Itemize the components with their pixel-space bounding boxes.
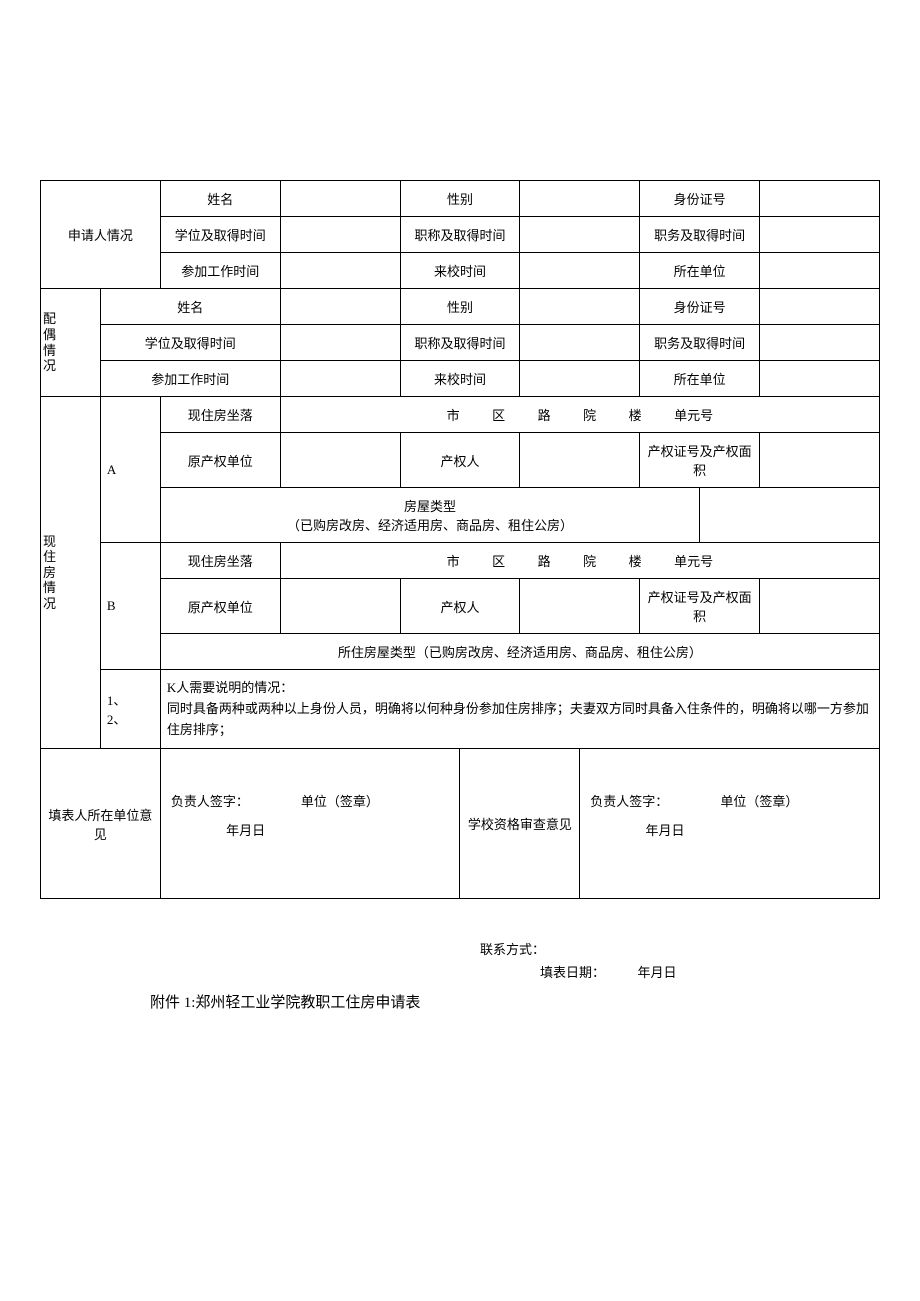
housing-a-location-value[interactable]: 市 区 路 院 楼 单元号 <box>280 397 879 433</box>
housing-note-body: 同时具备两种或两种以上身份人员，明确将以何种身份参加住房排序；夫妻双方同时具备入… <box>167 699 873 741</box>
spouse-section-header: 配偶情况 <box>41 289 101 397</box>
school-review-label: 学校资格审查意见 <box>460 749 580 899</box>
spouse-workstart-label: 参加工作时间 <box>100 361 280 397</box>
spouse-name-label: 姓名 <box>100 289 280 325</box>
housing-a-owner-label: 产权人 <box>400 433 520 488</box>
applicant-comeschool-label: 来校时间 <box>400 253 520 289</box>
applicant-workstart-value[interactable] <box>280 253 400 289</box>
spouse-id-value[interactable] <box>760 289 880 325</box>
form-table: 申请人情况 姓名 性别 身份证号 学位及取得时间 职称及取得时间 职务及取得时间… <box>40 180 880 899</box>
applicant-name-value[interactable] <box>280 181 400 217</box>
form-title: 附件 1:郑州轻工业学院教职工住房申请表 <box>150 991 880 1012</box>
spouse-degree-label: 学位及取得时间 <box>100 325 280 361</box>
spouse-job-label: 职务及取得时间 <box>640 325 760 361</box>
applicant-gender-label: 性别 <box>400 181 520 217</box>
spouse-unit-value[interactable] <box>760 361 880 397</box>
fill-date-line: 填表日期： 年月日 <box>540 962 880 981</box>
housing-a-owner-value[interactable] <box>520 433 640 488</box>
housing-b-origunit-value[interactable] <box>280 579 400 634</box>
applicant-unit-label: 所在单位 <box>640 253 760 289</box>
housing-b-cert-label: 产权证号及产权面积 <box>640 579 760 634</box>
school-date-label: 年月日 <box>646 823 685 838</box>
applicant-id-value[interactable] <box>760 181 880 217</box>
applicant-comeschool-value[interactable] <box>520 253 640 289</box>
spouse-gender-value[interactable] <box>520 289 640 325</box>
housing-a-type-line2: （已购房改房、经济适用房、商品房、租住公房） <box>165 515 695 534</box>
housing-b-origunit-label: 原产权单位 <box>160 579 280 634</box>
housing-a-cert-label: 产权证号及产权面积 <box>640 433 760 488</box>
housing-b-owner-value[interactable] <box>520 579 640 634</box>
filler-unit-opinion-label: 填表人所在单位意见 <box>41 749 161 899</box>
housing-a-origunit-value[interactable] <box>280 433 400 488</box>
spouse-name-value[interactable] <box>280 289 400 325</box>
applicant-gender-value[interactable] <box>520 181 640 217</box>
school-stamp-label: 单位（签章） <box>720 794 798 809</box>
housing-note: K人需要说明的情况： 同时具备两种或两种以上身份人员，明确将以何种身份参加住房排… <box>160 670 879 749</box>
spouse-title-value[interactable] <box>520 325 640 361</box>
housing-row-b: B <box>100 543 160 670</box>
spouse-unit-label: 所在单位 <box>640 361 760 397</box>
housing-a-type-value[interactable] <box>700 488 880 543</box>
housing-b-location-value[interactable]: 市 区 路 院 楼 单元号 <box>280 543 879 579</box>
housing-a-location-label: 现住房坐落 <box>160 397 280 433</box>
housing-b-cert-value[interactable] <box>760 579 880 634</box>
applicant-degree-value[interactable] <box>280 217 400 253</box>
applicant-unit-value[interactable] <box>760 253 880 289</box>
applicant-name-label: 姓名 <box>160 181 280 217</box>
housing-b-type: 所住房屋类型（已购房改房、经济适用房、商品房、租住公房） <box>160 634 879 670</box>
school-review-block[interactable]: 负责人签字： 单位（签章） 年月日 <box>580 749 880 899</box>
housing-b-location-label: 现住房坐落 <box>160 543 280 579</box>
spouse-comeschool-value[interactable] <box>520 361 640 397</box>
housing-row-a: A <box>100 397 160 543</box>
spouse-comeschool-label: 来校时间 <box>400 361 520 397</box>
school-signer-label: 负责人签字： <box>590 794 668 809</box>
applicant-degree-label: 学位及取得时间 <box>160 217 280 253</box>
filler-date-label: 年月日 <box>226 823 265 838</box>
applicant-id-label: 身份证号 <box>640 181 760 217</box>
spouse-gender-label: 性别 <box>400 289 520 325</box>
housing-b-owner-label: 产权人 <box>400 579 520 634</box>
spouse-degree-value[interactable] <box>280 325 400 361</box>
spouse-title-label: 职称及取得时间 <box>400 325 520 361</box>
housing-a-type-line1: 房屋类型 <box>165 496 695 515</box>
housing-note-title: K人需要说明的情况： <box>167 678 873 699</box>
housing-a-type-label: 房屋类型 （已购房改房、经济适用房、商品房、租住公房） <box>160 488 699 543</box>
applicant-section-header: 申请人情况 <box>41 181 161 289</box>
applicant-title-label: 职称及取得时间 <box>400 217 520 253</box>
application-form-page: 申请人情况 姓名 性别 身份证号 学位及取得时间 职称及取得时间 职务及取得时间… <box>0 0 920 1052</box>
housing-a-origunit-label: 原产权单位 <box>160 433 280 488</box>
contact-label: 联系方式： <box>480 939 880 958</box>
applicant-title-value[interactable] <box>520 217 640 253</box>
fill-date-value: 年月日 <box>638 965 677 980</box>
applicant-workstart-label: 参加工作时间 <box>160 253 280 289</box>
filler-signer-label: 负责人签字： <box>171 794 249 809</box>
housing-note-nums: 1、2、 <box>100 670 160 749</box>
applicant-job-label: 职务及取得时间 <box>640 217 760 253</box>
housing-a-cert-value[interactable] <box>760 433 880 488</box>
fill-date-label: 填表日期： <box>540 965 605 980</box>
spouse-workstart-value[interactable] <box>280 361 400 397</box>
applicant-job-value[interactable] <box>760 217 880 253</box>
housing-section-header: 现住房情况 <box>41 397 101 749</box>
spouse-id-label: 身份证号 <box>640 289 760 325</box>
filler-unit-opinion-block[interactable]: 负责人签字： 单位（签章） 年月日 <box>160 749 460 899</box>
spouse-job-value[interactable] <box>760 325 880 361</box>
filler-stamp-label: 单位（签章） <box>301 794 379 809</box>
